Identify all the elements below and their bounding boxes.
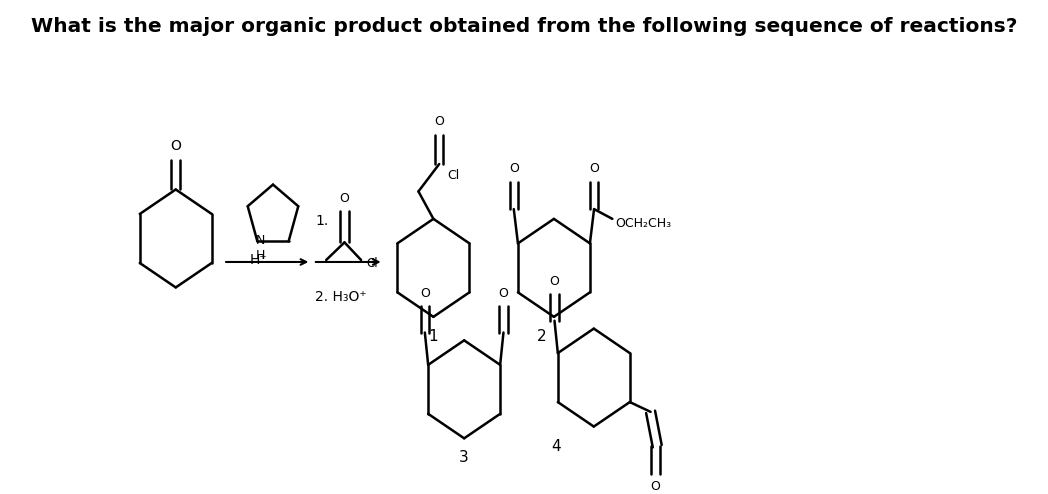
Text: 3: 3 (459, 451, 470, 465)
Text: 2: 2 (537, 329, 546, 344)
Text: O: O (589, 163, 599, 175)
Text: Cl: Cl (447, 169, 460, 182)
Text: O: O (509, 163, 519, 175)
Text: 2. H₃O⁺: 2. H₃O⁺ (315, 290, 367, 304)
Text: O: O (434, 116, 444, 128)
Text: H: H (256, 248, 265, 261)
Text: O: O (171, 139, 181, 153)
Text: O: O (499, 287, 508, 300)
Text: 4: 4 (551, 439, 562, 453)
Text: O: O (549, 275, 560, 288)
Text: 1.: 1. (315, 214, 329, 228)
Text: Cl: Cl (366, 257, 377, 270)
Text: H⁺: H⁺ (250, 253, 267, 267)
Text: O: O (651, 480, 660, 493)
Text: 1: 1 (429, 329, 438, 344)
Text: O: O (340, 192, 349, 205)
Text: What is the major organic product obtained from the following sequence of reacti: What is the major organic product obtain… (30, 17, 1018, 36)
Text: O: O (420, 287, 430, 300)
Text: N: N (256, 234, 265, 247)
Text: OCH₂CH₃: OCH₂CH₃ (615, 217, 672, 230)
